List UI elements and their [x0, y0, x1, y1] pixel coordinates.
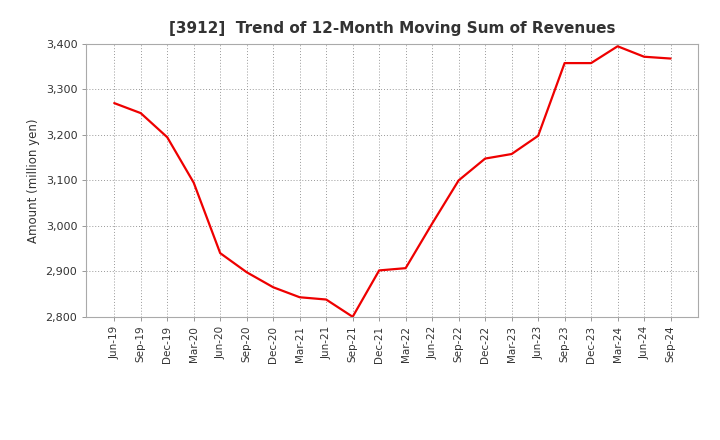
Title: [3912]  Trend of 12-Month Moving Sum of Revenues: [3912] Trend of 12-Month Moving Sum of R…: [169, 21, 616, 36]
Y-axis label: Amount (million yen): Amount (million yen): [27, 118, 40, 242]
